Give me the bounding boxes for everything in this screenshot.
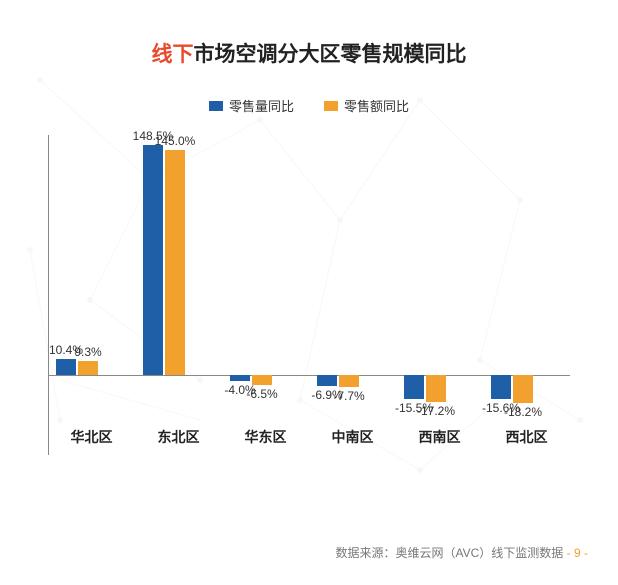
bar	[426, 375, 446, 402]
bar	[491, 375, 511, 399]
legend-label-1: 零售额同比	[344, 96, 409, 115]
bar	[317, 375, 337, 386]
category-row: 华北区东北区华东区中南区西南区西北区	[48, 427, 570, 447]
bar-value-label: 9.3%	[74, 345, 101, 359]
bar-value-label: -17.2%	[417, 404, 455, 418]
legend: 零售量同比 零售额同比	[0, 96, 618, 115]
bar	[513, 375, 533, 403]
bar	[339, 375, 359, 387]
legend-swatch-0	[209, 101, 223, 111]
legend-item-1: 零售额同比	[324, 96, 409, 115]
bar-value-label: -18.2%	[504, 405, 542, 419]
category-label: 东北区	[135, 427, 222, 447]
category-label: 西北区	[483, 427, 570, 447]
legend-swatch-1	[324, 101, 338, 111]
bar	[230, 375, 250, 381]
bar	[56, 359, 76, 375]
category-label: 华北区	[48, 427, 135, 447]
bar	[143, 145, 163, 375]
category-label: 中南区	[309, 427, 396, 447]
bar	[78, 361, 98, 375]
data-source: 数据来源：奥维云网（AVC）线下监测数据 - 9 -	[336, 544, 588, 561]
legend-label-0: 零售量同比	[229, 96, 294, 115]
bar-value-label: 145.0%	[155, 134, 196, 148]
page-number: - 9 -	[567, 546, 588, 560]
bar	[252, 375, 272, 385]
chart-title: 线下市场空调分大区零售规模同比	[0, 0, 618, 68]
y-axis	[48, 135, 49, 455]
bar	[404, 375, 424, 399]
source-text: 数据来源：奥维云网（AVC）线下监测数据	[336, 546, 564, 560]
bar	[165, 150, 185, 375]
category-label: 西南区	[396, 427, 483, 447]
category-label: 华东区	[222, 427, 309, 447]
title-accent: 线下	[152, 43, 194, 66]
legend-item-0: 零售量同比	[209, 96, 294, 115]
title-rest: 市场空调分大区零售规模同比	[194, 43, 467, 66]
bar-value-label: -6.5%	[246, 387, 277, 401]
bar-value-label: -7.7%	[333, 389, 364, 403]
bar-chart: 10.4%9.3%148.5%145.0%-4.0%-6.5%-6.9%-7.7…	[48, 135, 570, 455]
